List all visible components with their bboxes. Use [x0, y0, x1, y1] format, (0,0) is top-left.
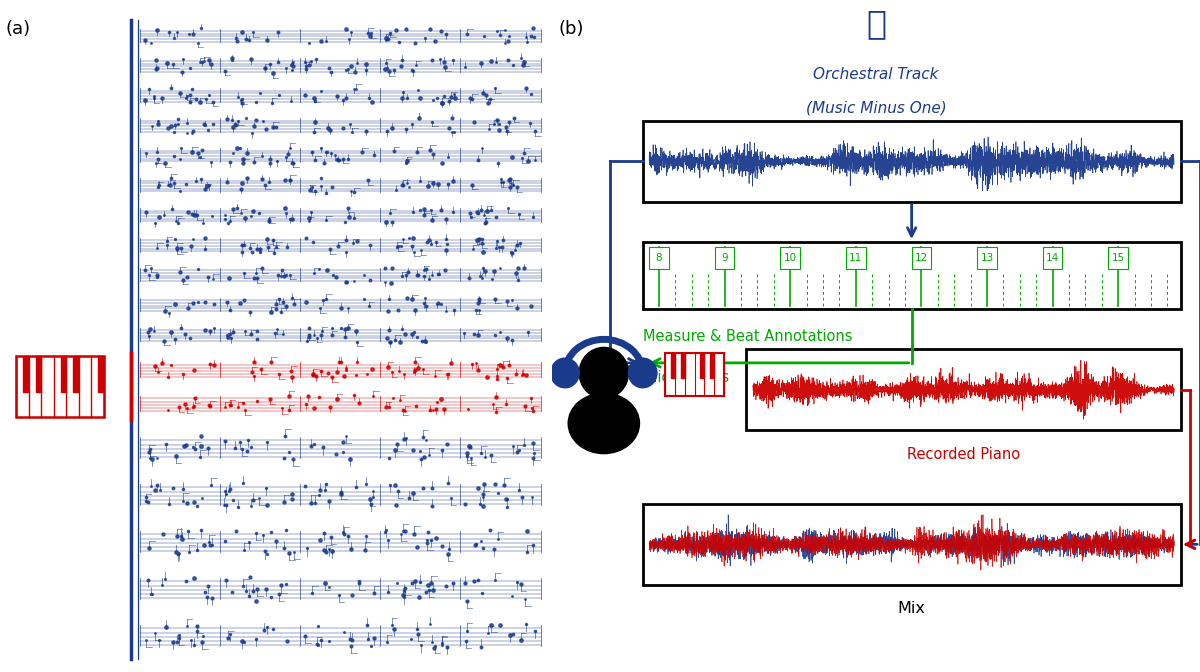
Text: (Music Minus One): (Music Minus One) — [805, 101, 947, 116]
Bar — [912, 247, 931, 269]
Bar — [643, 242, 1181, 309]
Text: 12: 12 — [914, 253, 928, 263]
Text: Mix: Mix — [898, 601, 925, 616]
Bar — [680, 353, 685, 378]
Bar — [28, 80, 103, 103]
Bar — [28, 171, 103, 194]
Bar — [649, 247, 668, 269]
Bar — [665, 353, 724, 396]
Text: Click Tracks: Click Tracks — [643, 370, 728, 384]
Bar — [700, 353, 704, 378]
Text: Orchestral Track: Orchestral Track — [814, 67, 938, 82]
Text: 10: 10 — [784, 253, 797, 263]
Circle shape — [629, 358, 656, 388]
Bar — [28, 110, 103, 133]
Text: 9: 9 — [721, 253, 728, 263]
Text: 8: 8 — [655, 253, 662, 263]
Bar — [643, 504, 1181, 585]
Bar — [23, 356, 29, 392]
Bar — [17, 356, 103, 417]
Bar — [28, 634, 103, 657]
Bar — [715, 247, 734, 269]
Text: Recorded Piano: Recorded Piano — [907, 447, 1020, 462]
Bar — [1109, 247, 1128, 269]
Circle shape — [580, 347, 629, 398]
Ellipse shape — [569, 393, 640, 454]
Bar — [977, 247, 997, 269]
Bar — [780, 247, 800, 269]
Bar — [61, 356, 66, 392]
Text: 15: 15 — [1111, 253, 1124, 263]
Bar — [710, 353, 714, 378]
Bar — [643, 121, 1181, 202]
Bar — [28, 201, 103, 224]
Bar — [28, 231, 103, 254]
Bar — [28, 261, 103, 284]
Bar — [671, 353, 674, 378]
Bar — [28, 292, 103, 314]
Bar — [746, 349, 1181, 430]
Text: (a): (a) — [6, 20, 30, 38]
Text: Measure & Beat Annotations: Measure & Beat Annotations — [643, 329, 852, 344]
Bar — [846, 247, 865, 269]
Bar — [1043, 247, 1062, 269]
Text: 14: 14 — [1046, 253, 1060, 263]
Bar — [28, 140, 103, 163]
Bar — [28, 478, 103, 501]
Text: 13: 13 — [980, 253, 994, 263]
Text: (b): (b) — [558, 20, 584, 38]
Bar — [28, 50, 103, 73]
Text: 11: 11 — [850, 253, 863, 263]
Bar — [36, 356, 41, 392]
Text: 🎺: 🎺 — [866, 7, 886, 40]
Bar — [28, 582, 103, 605]
Bar — [28, 530, 103, 553]
Circle shape — [551, 358, 580, 388]
Bar — [98, 356, 103, 392]
Bar — [73, 356, 78, 392]
Bar — [28, 426, 103, 449]
Bar — [28, 19, 103, 42]
Bar — [28, 322, 103, 345]
